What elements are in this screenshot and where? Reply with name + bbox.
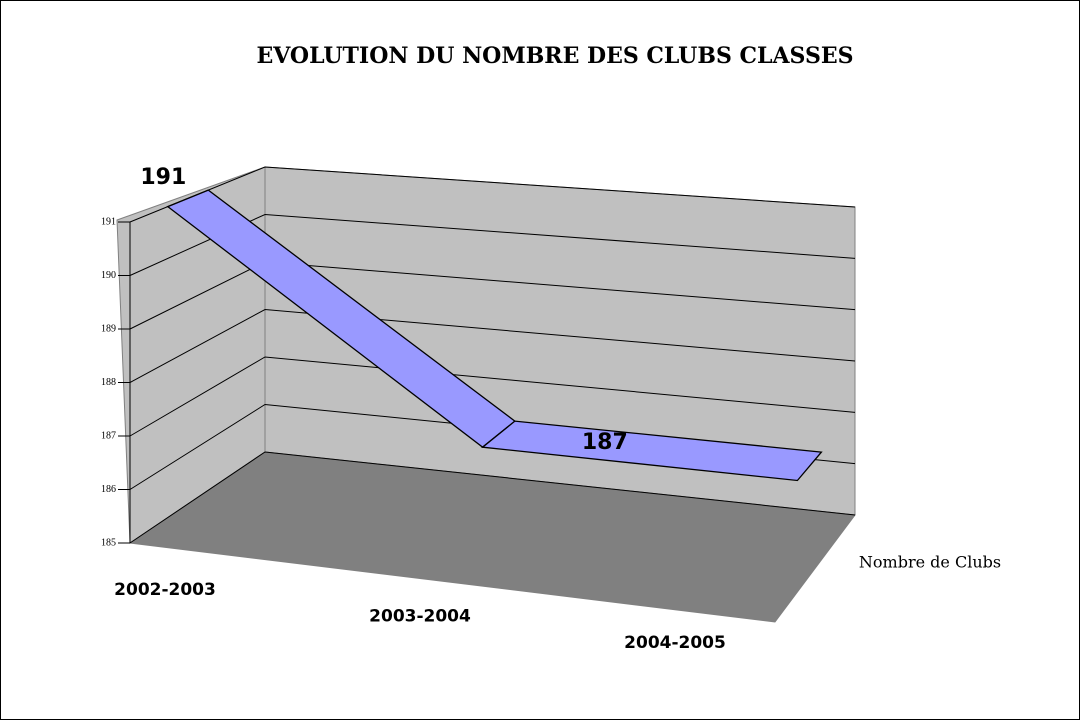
- y-tick-label: 187: [101, 430, 116, 441]
- grid-line: [129, 356, 856, 437]
- y-tick-label: 185: [101, 537, 116, 548]
- x-tick-label: 2003-2004: [369, 607, 471, 627]
- chart-title: EVOLUTION DU NOMBRE DES CLUBS CLASSES: [256, 43, 853, 69]
- data-label: 191: [140, 165, 186, 190]
- y-tick-label: 190: [101, 270, 116, 281]
- y-tick-label: 186: [101, 484, 116, 495]
- y-tick-label: 191: [101, 216, 116, 227]
- grid-line: [129, 451, 856, 544]
- y-tick-label: 188: [101, 377, 116, 388]
- x-tick-label: 2002-2003: [114, 580, 216, 600]
- y-tick-label: 189: [101, 323, 116, 334]
- line-ribbon: [480, 420, 823, 482]
- data-label: 187: [582, 430, 628, 455]
- x-tick-label: 2004-2005: [624, 633, 726, 653]
- series-label: Nombre de Clubs: [859, 553, 1001, 572]
- grid-line: [129, 213, 856, 276]
- plot: 191 187: [140, 165, 823, 482]
- grid-line: [129, 308, 856, 383]
